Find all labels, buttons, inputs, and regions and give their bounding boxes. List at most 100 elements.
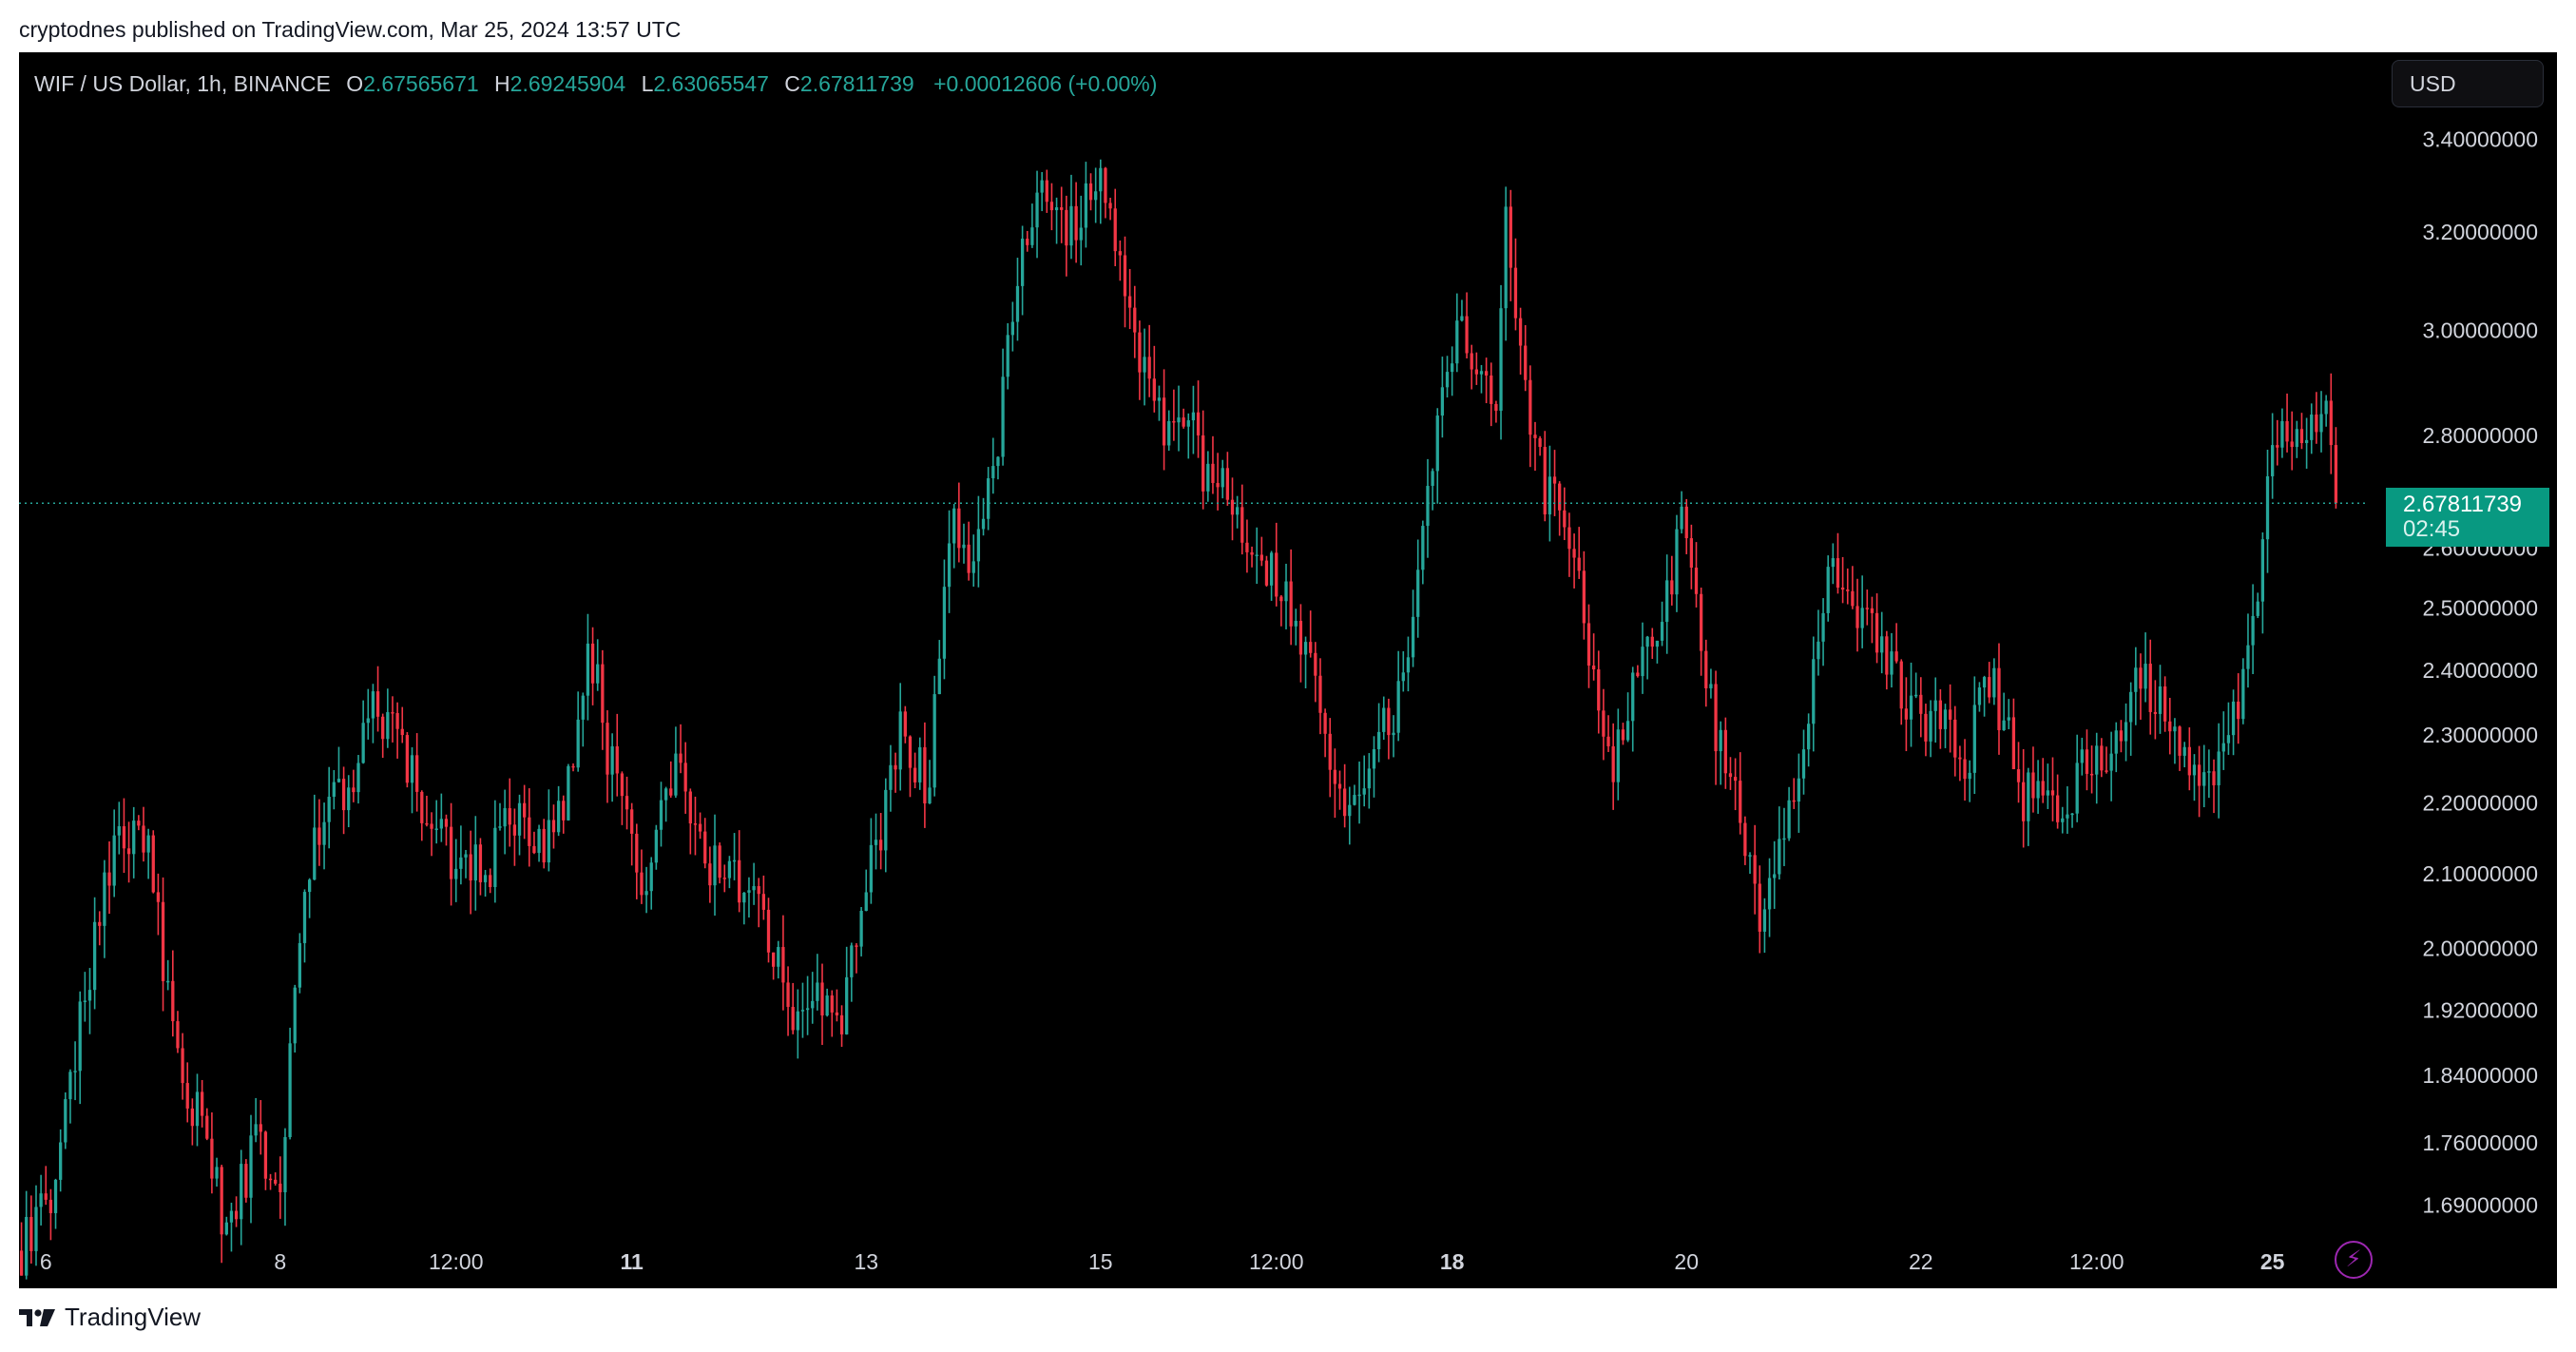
- candle-body[interactable]: [1792, 800, 1796, 802]
- candle-body[interactable]: [845, 976, 849, 1034]
- candle-body[interactable]: [1899, 661, 1903, 709]
- candle-body[interactable]: [29, 1216, 33, 1251]
- candle-body[interactable]: [2315, 415, 2318, 433]
- candle-body[interactable]: [2050, 790, 2055, 796]
- candle-body[interactable]: [947, 543, 952, 588]
- candle-body[interactable]: [1894, 651, 1898, 662]
- candle-body[interactable]: [918, 746, 922, 782]
- candle-body[interactable]: [894, 764, 897, 770]
- candle-body[interactable]: [1196, 412, 1201, 435]
- candle-body[interactable]: [2124, 722, 2128, 742]
- candle-body[interactable]: [2011, 717, 2016, 770]
- candle-body[interactable]: [722, 878, 726, 879]
- candle-body[interactable]: [59, 1142, 63, 1180]
- candle-body[interactable]: [786, 982, 790, 1008]
- candle-body[interactable]: [1084, 183, 1088, 228]
- candle-body[interactable]: [2178, 726, 2182, 756]
- candle-body[interactable]: [1269, 552, 1274, 586]
- candle-body[interactable]: [2114, 730, 2118, 754]
- candle-body[interactable]: [2007, 717, 2010, 721]
- candle-body[interactable]: [1431, 471, 1434, 487]
- candle-body[interactable]: [1518, 318, 1523, 346]
- candle-body[interactable]: [1275, 552, 1278, 597]
- candle-body[interactable]: [816, 982, 819, 1001]
- candle-body[interactable]: [107, 872, 111, 886]
- candle-body[interactable]: [1563, 510, 1567, 528]
- candle-body[interactable]: [659, 800, 663, 830]
- candle-body[interactable]: [1860, 608, 1864, 628]
- candle-body[interactable]: [1030, 227, 1034, 245]
- candle-body[interactable]: [473, 844, 477, 881]
- candle-body[interactable]: [2148, 664, 2152, 712]
- candle-body[interactable]: [1723, 729, 1727, 774]
- candle-body[interactable]: [244, 1164, 248, 1198]
- candle-body[interactable]: [1314, 652, 1317, 676]
- candle-body[interactable]: [542, 828, 546, 863]
- candle-body[interactable]: [1762, 909, 1767, 932]
- symbol-name[interactable]: WIF / US Dollar, 1h, BINANCE: [34, 71, 331, 96]
- candle-body[interactable]: [2031, 772, 2035, 799]
- candle-body[interactable]: [1797, 778, 1801, 802]
- candle-body[interactable]: [674, 753, 678, 796]
- candle-body[interactable]: [240, 1164, 243, 1220]
- candle-body[interactable]: [528, 817, 531, 846]
- candle-body[interactable]: [2105, 770, 2108, 772]
- candle-body[interactable]: [1499, 308, 1503, 412]
- candle-body[interactable]: [1069, 205, 1073, 246]
- candle-body[interactable]: [1953, 719, 1957, 758]
- candle-body[interactable]: [1812, 659, 1816, 724]
- candle-body[interactable]: [1455, 320, 1459, 364]
- candle-body[interactable]: [771, 952, 776, 967]
- candle-body[interactable]: [2046, 790, 2050, 796]
- candle-body[interactable]: [752, 886, 756, 891]
- candle-body[interactable]: [195, 1091, 200, 1127]
- candle-body[interactable]: [1138, 332, 1142, 373]
- lightning-icon[interactable]: ⚡: [2335, 1241, 2373, 1279]
- candle-body[interactable]: [738, 859, 741, 903]
- candle-body[interactable]: [1099, 167, 1103, 192]
- candle-body[interactable]: [483, 875, 488, 882]
- candle-body[interactable]: [1548, 476, 1552, 515]
- candle-body[interactable]: [1670, 580, 1674, 595]
- candle-body[interactable]: [1294, 620, 1298, 627]
- candle-body[interactable]: [523, 802, 527, 818]
- candle-body[interactable]: [1303, 642, 1308, 655]
- candle-body[interactable]: [371, 691, 375, 719]
- candle-body[interactable]: [48, 1199, 53, 1213]
- candle-body[interactable]: [1318, 675, 1322, 713]
- candle-body[interactable]: [268, 1178, 273, 1181]
- candle-body[interactable]: [2173, 726, 2177, 732]
- candle-body[interactable]: [732, 859, 737, 862]
- candle-body[interactable]: [1636, 672, 1640, 677]
- candle-body[interactable]: [679, 753, 682, 763]
- candle-body[interactable]: [1767, 878, 1772, 910]
- candle-body[interactable]: [1948, 709, 1952, 720]
- candle-body[interactable]: [2075, 763, 2079, 814]
- candle-body[interactable]: [777, 947, 780, 967]
- candle-body[interactable]: [2168, 721, 2172, 732]
- candle-body[interactable]: [469, 854, 472, 881]
- candle-body[interactable]: [73, 1071, 77, 1072]
- candle-body[interactable]: [1445, 372, 1450, 388]
- candle-body[interactable]: [1826, 567, 1830, 613]
- candle-body[interactable]: [2319, 414, 2323, 433]
- candle-body[interactable]: [590, 643, 595, 684]
- candle-body[interactable]: [663, 788, 668, 801]
- candle-body[interactable]: [229, 1210, 234, 1223]
- candle-body[interactable]: [1938, 700, 1942, 729]
- candle-body[interactable]: [215, 1167, 219, 1179]
- candle-body[interactable]: [1968, 772, 1971, 780]
- candle-body[interactable]: [1997, 667, 2001, 730]
- candle-body[interactable]: [298, 942, 302, 988]
- candle-body[interactable]: [439, 819, 443, 829]
- candle-body[interactable]: [1177, 417, 1181, 423]
- candle-body[interactable]: [185, 1083, 189, 1109]
- candle-body[interactable]: [263, 1131, 268, 1179]
- candle-body[interactable]: [1045, 180, 1048, 203]
- candle-body[interactable]: [2027, 772, 2030, 821]
- candle-body[interactable]: [693, 823, 698, 825]
- candle-body[interactable]: [1992, 667, 1996, 698]
- candle-body[interactable]: [2324, 400, 2328, 415]
- candle-body[interactable]: [703, 831, 707, 864]
- candle-body[interactable]: [234, 1210, 239, 1220]
